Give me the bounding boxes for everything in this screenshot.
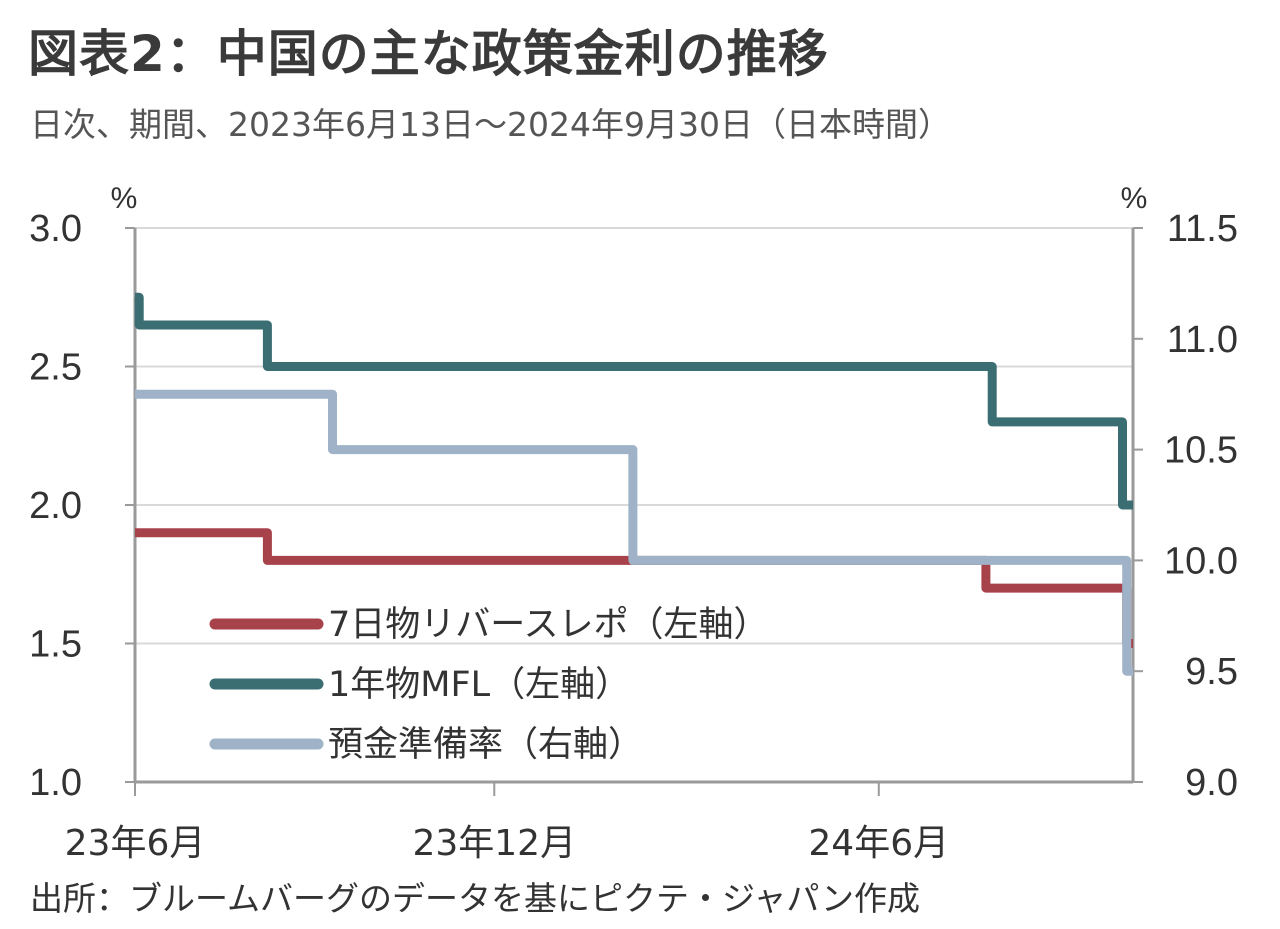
y-right-tick-label: 10.5 <box>1164 430 1238 472</box>
series-lines <box>134 292 1133 676</box>
series-line-2 <box>134 292 1133 510</box>
y-left-tick-label: 3.0 <box>29 208 82 250</box>
y-right-tick-label: 11.0 <box>1167 319 1238 361</box>
y-right-tick-label: 9.0 <box>1185 762 1238 804</box>
y-right-tick-label: 11.5 <box>1167 208 1238 250</box>
x-tick-label: 23年6月 <box>65 823 206 864</box>
legend-label-3: 預金準備率（右軸） <box>328 725 643 765</box>
legend-label-2: 1年物MFL（左軸） <box>328 665 630 705</box>
chart-title: 図表2：中国の主な政策金利の推移 <box>28 25 829 83</box>
y-right-unit: % <box>1121 182 1148 215</box>
y-left-tick-label: 2.0 <box>29 485 82 527</box>
chart-subtitle: 日次、期間、2023年6月13日～2024年9月30日（日本時間） <box>30 105 951 144</box>
y-left-unit: % <box>111 182 138 215</box>
y-left-tick-label: 1.5 <box>29 624 82 666</box>
x-tick-label: 23年12月 <box>412 823 576 864</box>
source-note: 出所：ブルームバーグのデータを基にピクテ・ジャパン作成 <box>30 879 921 918</box>
y-right-tick-label: 10.0 <box>1164 540 1238 582</box>
y-left-tick-label: 2.5 <box>29 347 82 389</box>
x-tick-label: 24年6月 <box>808 823 949 864</box>
legend-label-1: 7日物リバースレポ（左軸） <box>328 605 769 645</box>
y-left-tick-label: 1.0 <box>29 762 82 804</box>
y-right-tick-label: 9.5 <box>1185 651 1238 693</box>
series-line-3 <box>135 389 1133 676</box>
legend: 7日物リバースレポ（左軸） 1年物MFL（左軸） 預金準備率（右軸） <box>209 605 769 765</box>
